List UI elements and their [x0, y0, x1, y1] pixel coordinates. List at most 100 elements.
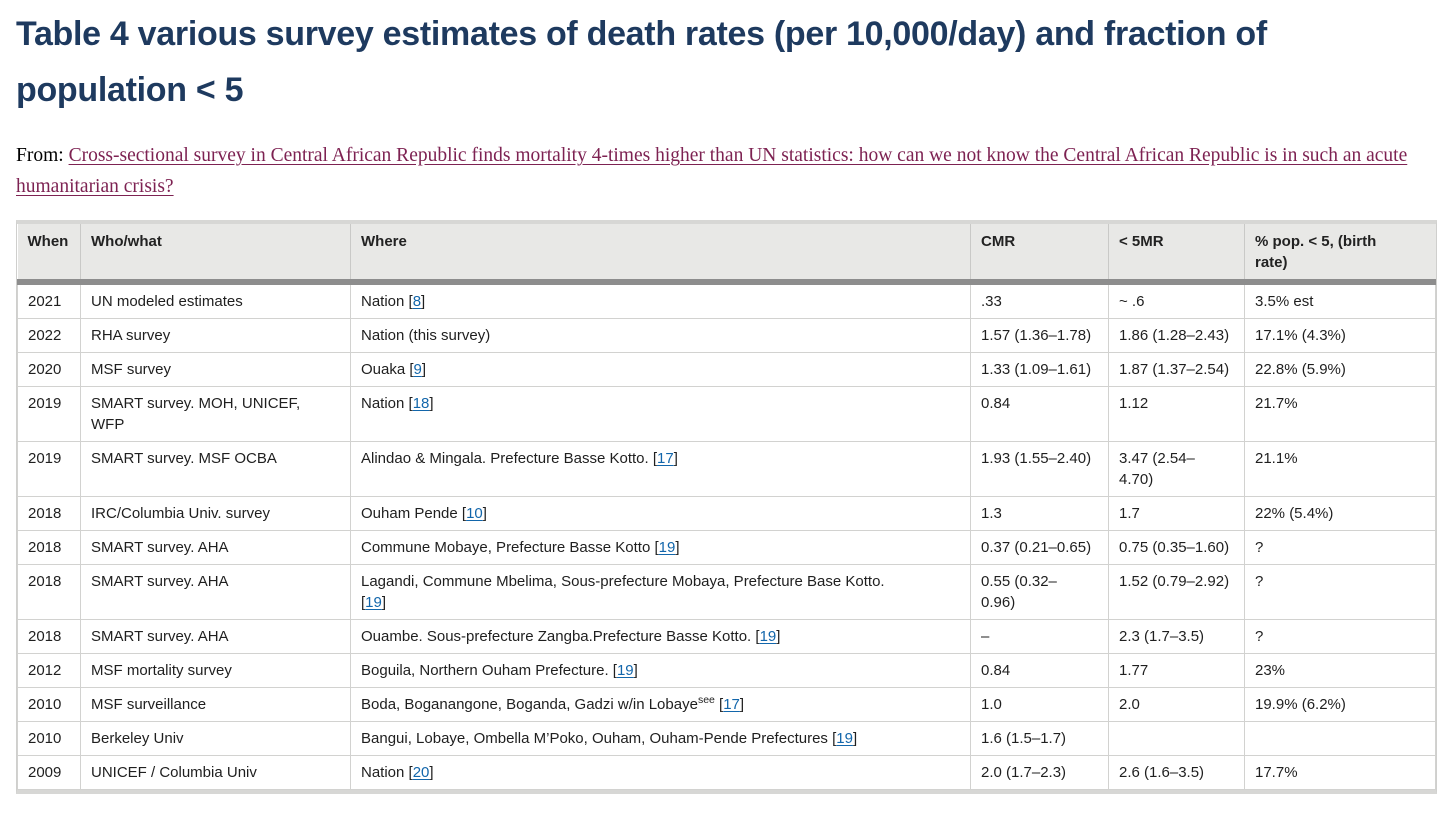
page-title: Table 4 various survey estimates of deat…	[16, 15, 1267, 109]
table-row: 2010 MSF surveillance Boda, Boganangone, B…	[17, 687, 1436, 722]
citation-link[interactable]: 19	[836, 730, 853, 747]
table-row: 2009 UNICEF / Columbia Univ Nation [20] 2.0…	[17, 755, 1436, 790]
cell-u5mr: 1.86 (1.28–2.43)	[1108, 318, 1245, 353]
cell-pop-under5: 21.1%	[1244, 441, 1436, 497]
cell-who: IRC/Columbia Univ. survey	[80, 496, 351, 531]
cell-u5mr: 1.87 (1.37–2.54)	[1108, 352, 1245, 387]
cell-pop-under5: 22.8% (5.9%)	[1244, 352, 1436, 387]
cell-when: 2020	[17, 352, 81, 387]
cell-u5mr: 1.77	[1108, 653, 1245, 688]
cell-u5mr: 2.3 (1.7–3.5)	[1108, 619, 1245, 654]
cell-u5mr: 3.47 (2.54– 4.70)	[1108, 441, 1245, 497]
cell-where: Ouambe. Sous-prefecture Zangba.Prefectur…	[350, 619, 971, 654]
table-row: 2022 RHA survey Nation (this survey) 1.57 (…	[17, 318, 1436, 353]
cell-cmr: 1.0	[970, 687, 1109, 722]
table-row: 2019 SMART survey. MOH, UNICEF, WFP Nation…	[17, 386, 1436, 442]
cell-when: 2018	[17, 496, 81, 531]
cell-when: 2022	[17, 318, 81, 353]
cell-pop-under5: ?	[1244, 530, 1436, 565]
cell-who: MSF survey	[80, 352, 351, 387]
cell-where: Bangui, Lobaye, Ombella M’Poko, Ouham, O…	[350, 721, 971, 756]
cell-cmr: 0.37 (0.21–0.65)	[970, 530, 1109, 565]
cell-when: 2019	[17, 441, 81, 497]
cell-cmr: 1.57 (1.36–1.78)	[970, 318, 1109, 353]
table-row: 2018 SMART survey. AHA Commune Mobaye, Pre…	[17, 530, 1436, 565]
table-row: 2010 Berkeley Univ Bangui, Lobaye, Ombella…	[17, 721, 1436, 756]
cell-who: MSF surveillance	[80, 687, 351, 722]
cell-pop-under5	[1244, 721, 1436, 756]
table-body: 2021 UN modeled estimates Nation [8] .33 ~ .…	[17, 281, 1436, 790]
cell-who: Berkeley Univ	[80, 721, 351, 756]
cell-pop-under5: 17.7%	[1244, 755, 1436, 790]
cell-u5mr: 2.0	[1108, 687, 1245, 722]
column-header-where: Where	[350, 224, 971, 285]
table-row: 2020 MSF survey Ouaka [9] 1.33 (1.09–1.61) 1…	[17, 352, 1436, 387]
table-row: 2018 IRC/Columbia Univ. survey Ouham Pende…	[17, 496, 1436, 531]
cell-cmr: 1.3	[970, 496, 1109, 531]
cell-cmr: 2.0 (1.7–2.3)	[970, 755, 1109, 790]
cell-pop-under5: 3.5% est	[1244, 281, 1436, 319]
cell-where: Commune Mobaye, Prefecture Basse Kotto […	[350, 530, 971, 565]
cell-where: Nation [20]	[350, 755, 971, 790]
cell-where: Ouham Pende [10]	[350, 496, 971, 531]
cell-when: 2019	[17, 386, 81, 442]
cell-u5mr: 1.7	[1108, 496, 1245, 531]
cell-when: 2009	[17, 755, 81, 790]
survey-estimates-table: When Who/what Where CMR < 5MR% pop. < 5, (bi…	[17, 224, 1436, 790]
cell-when: 2018	[17, 530, 81, 565]
cell-where: Boguila, Northern Ouham Prefecture. [19]	[350, 653, 971, 688]
cell-pop-under5: 22% (5.4%)	[1244, 496, 1436, 531]
table-row: 2018 SMART survey. AHA Ouambe. Sous-prefec…	[17, 619, 1436, 654]
citation-link[interactable]: 20	[412, 764, 430, 781]
table-view-page: Table 4 various survey estimates of deat…	[0, 6, 1456, 814]
citation-link[interactable]: 9	[413, 361, 422, 378]
column-header-when: When	[17, 224, 81, 285]
cell-u5mr: ~ .6	[1108, 281, 1245, 319]
cell-when: 2018	[17, 564, 81, 620]
cell-who: RHA survey	[80, 318, 351, 353]
cell-where: Nation (this survey)	[350, 318, 971, 353]
citation-link[interactable]: 19	[759, 628, 777, 645]
citation-link[interactable]: 10	[466, 505, 483, 522]
cell-who: SMART survey. AHA	[80, 564, 351, 620]
cell-when: 2021	[17, 281, 81, 319]
cell-u5mr: 1.52 (0.79–2.92)	[1108, 564, 1245, 620]
cell-pop-under5: ?	[1244, 564, 1436, 620]
cell-where: Ouaka [9]	[350, 352, 971, 387]
cell-who: SMART survey. MOH, UNICEF, WFP	[80, 386, 351, 442]
column-header-who: Who/what	[80, 224, 351, 285]
superscript-note: see	[697, 694, 715, 706]
survey-table-wrapper: When Who/what Where CMR < 5MR% pop. < 5, (bi…	[16, 220, 1437, 794]
cell-when: 2018	[17, 619, 81, 654]
cell-cmr: 0.55 (0.32– 0.96)	[970, 564, 1109, 620]
cell-cmr: .33	[970, 281, 1109, 319]
cell-u5mr: 1.12	[1108, 386, 1245, 442]
citation-link[interactable]: 19	[616, 662, 634, 679]
citation-link[interactable]: 19	[365, 594, 382, 611]
cell-cmr: –	[970, 619, 1109, 654]
citation-link[interactable]: 18	[412, 395, 430, 412]
article-title-link[interactable]: Cross-sectional survey in Central Africa…	[16, 145, 1408, 197]
citation-link[interactable]: 17	[657, 450, 674, 467]
cell-where: Lagandi, Commune Mbelima, Sous-prefectur…	[350, 564, 971, 620]
cell-who: UNICEF / Columbia Univ	[80, 755, 351, 790]
cell-u5mr	[1108, 721, 1245, 756]
from-label: From:	[16, 145, 64, 166]
cell-pop-under5: ?	[1244, 619, 1436, 654]
cell-when: 2012	[17, 653, 81, 688]
cell-who: SMART survey. AHA	[80, 619, 351, 654]
cell-where: Nation [8]	[350, 281, 971, 319]
citation-link[interactable]: 17	[723, 696, 740, 713]
table-row: 2012 MSF mortality survey Boguila, Norther…	[17, 653, 1436, 688]
column-header-u5mr: < 5MR	[1108, 224, 1245, 285]
cell-who: SMART survey. MSF OCBA	[80, 441, 351, 497]
cell-cmr: 0.84	[970, 386, 1109, 442]
table-row: 2019 SMART survey. MSF OCBA Alindao & Ming…	[17, 441, 1436, 497]
cell-pop-under5: 17.1% (4.3%)	[1244, 318, 1436, 353]
cell-where: Boda, Boganangone, Boganda, Gadzi w/in L…	[350, 687, 971, 722]
citation-link[interactable]: 8	[412, 293, 422, 310]
column-header-pop_under5: % pop. < 5, (birth rate)	[1244, 224, 1436, 285]
cell-cmr: 1.93 (1.55–2.40)	[970, 441, 1109, 497]
citation-link[interactable]: 19	[658, 539, 676, 556]
cell-pop-under5: 19.9% (6.2%)	[1244, 687, 1436, 722]
